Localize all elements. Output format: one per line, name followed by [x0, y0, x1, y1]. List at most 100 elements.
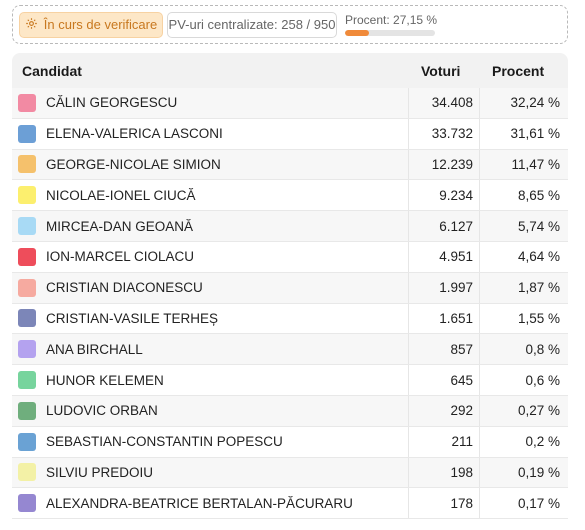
candidate-color-swatch — [18, 371, 36, 390]
candidate-name: LUDOVIC ORBAN — [46, 403, 158, 419]
table-body: CĂLIN GEORGESCU 34.408 32,24 % ELENA-VALERI… — [12, 88, 568, 520]
votes-cell: 33.732 — [409, 118, 480, 149]
verification-status-badge: În curs de verificare — [19, 11, 163, 38]
table-row[interactable]: CĂLIN GEORGESCU 34.408 32,24 % — [12, 88, 568, 119]
candidate-color-swatch — [18, 432, 36, 451]
votes-cell: 9.234 — [409, 180, 480, 211]
percent-cell: 4,64 % — [517, 249, 560, 265]
votes-cell: 857 — [409, 334, 480, 365]
percent-cell: 1,87 % — [517, 280, 560, 296]
votes-cell: 1.997 — [409, 272, 480, 303]
table-row[interactable]: GEORGE-NICOLAE SIMION 12.239 11,47 % — [12, 149, 568, 181]
percent-cell: 0,8 % — [525, 341, 560, 357]
candidate-name: SILVIU PREDOIU — [46, 464, 154, 480]
percent-cell: 32,24 % — [510, 95, 560, 111]
table-header: Candidat Voturi Procent — [12, 53, 568, 88]
table-row[interactable]: SILVIU PREDOIU 198 0,19 % — [12, 457, 568, 489]
candidate-name: ELENA-VALERICA LASCONI — [46, 126, 223, 142]
pv-count-badge: PV-uri centralizate: 258 / 950 — [167, 11, 337, 38]
progress-track — [345, 30, 435, 36]
percent-cell: 0,6 % — [525, 372, 560, 388]
table-row[interactable]: ELENA-VALERICA LASCONI 33.732 31,61 % — [12, 118, 568, 150]
candidate-name: CRISTIAN DIACONESCU — [46, 280, 203, 296]
candidate-name: NICOLAE-IONEL CIUCĂ — [46, 187, 196, 203]
candidate-cell: ELENA-VALERICA LASCONI — [12, 118, 409, 149]
candidate-cell: CRISTIAN DIACONESCU — [12, 272, 409, 303]
candidate-name: ION-MARCEL CIOLACU — [46, 249, 195, 265]
candidate-color-swatch — [18, 401, 36, 420]
percent-cell: 0,17 % — [517, 495, 560, 511]
candidate-name: GEORGE-NICOLAE SIMION — [46, 156, 221, 172]
table-row[interactable]: ION-MARCEL CIOLACU 4.951 4,64 % — [12, 241, 568, 273]
candidate-name: SEBASTIAN-CONSTANTIN POPESCU — [46, 434, 283, 450]
candidate-cell: CRISTIAN-VASILE TERHEȘ — [12, 303, 409, 334]
candidate-color-swatch — [18, 463, 36, 482]
results-table: Candidat Voturi Procent CĂLIN GEORGESCU 3… — [12, 53, 568, 530]
candidate-cell: ALEXANDRA-BEATRICE BERTALAN-PĂCURARU — [12, 488, 409, 519]
header-votes[interactable]: Voturi — [421, 62, 461, 79]
table-row[interactable]: ANA BIRCHALL 857 0,8 % — [12, 334, 568, 366]
header-percent[interactable]: Procent — [492, 62, 545, 79]
gear-icon — [25, 17, 38, 33]
percent-cell: 0,19 % — [517, 464, 560, 480]
candidate-cell: SILVIU PREDOIU — [12, 457, 409, 488]
progress-indicator: Procent: 27,15 % — [345, 13, 437, 36]
table-row[interactable]: ALEXANDRA-BEATRICE BERTALAN-PĂCURARU 178 0… — [12, 488, 568, 520]
candidate-cell: SEBASTIAN-CONSTANTIN POPESCU — [12, 426, 409, 457]
votes-cell: 178 — [409, 488, 480, 519]
percent-cell: 5,74 % — [517, 218, 560, 234]
percent-cell: 0,27 % — [517, 403, 560, 419]
votes-cell: 292 — [409, 395, 480, 426]
candidate-name: HUNOR KELEMEN — [46, 372, 164, 388]
percent-cell: 1,55 % — [517, 310, 560, 326]
votes-cell: 4.951 — [409, 241, 480, 272]
table-row[interactable]: CRISTIAN-VASILE TERHEȘ 1.651 1,55 % — [12, 303, 568, 335]
progress-fill — [345, 30, 370, 36]
votes-cell: 6.127 — [409, 211, 480, 241]
candidate-cell: LUDOVIC ORBAN — [12, 395, 409, 426]
candidate-cell: ION-MARCEL CIOLACU — [12, 241, 409, 272]
votes-cell: 12.239 — [409, 149, 480, 180]
candidate-color-swatch — [18, 278, 36, 297]
header-candidate[interactable]: Candidat — [22, 62, 82, 79]
table-row[interactable]: NICOLAE-IONEL CIUCĂ 9.234 8,65 % — [12, 180, 568, 212]
percent-cell: 8,65 % — [517, 187, 560, 203]
percent-cell: 0,2 % — [525, 434, 560, 450]
candidate-name: CĂLIN GEORGESCU — [46, 95, 178, 111]
status-bar: În curs de verificare PV-uri centralizat… — [12, 5, 568, 44]
pv-count-label: PV-uri centralizate: 258 / 950 — [168, 17, 336, 32]
candidate-color-swatch — [18, 186, 36, 205]
candidate-cell: NICOLAE-IONEL CIUCĂ — [12, 180, 409, 211]
votes-cell: 34.408 — [409, 88, 480, 118]
percent-cell: 11,47 % — [511, 156, 560, 172]
votes-cell: 645 — [409, 365, 480, 395]
table-row[interactable]: HUNOR KELEMEN 645 0,6 % — [12, 365, 568, 396]
table-row[interactable]: MIRCEA-DAN GEOANĂ 6.127 5,74 % — [12, 211, 568, 242]
candidate-color-swatch — [18, 124, 36, 143]
candidate-color-swatch — [18, 494, 36, 513]
candidate-name: MIRCEA-DAN GEOANĂ — [46, 218, 194, 234]
candidate-color-swatch — [18, 340, 36, 359]
table-row[interactable]: SEBASTIAN-CONSTANTIN POPESCU 211 0,2 % — [12, 426, 568, 458]
percent-cell: 31,61 % — [510, 126, 560, 142]
table-row[interactable]: CRISTIAN DIACONESCU 1.997 1,87 % — [12, 272, 568, 304]
table-row[interactable]: LUDOVIC ORBAN 292 0,27 % — [12, 395, 568, 427]
candidate-cell: CĂLIN GEORGESCU — [12, 88, 409, 118]
votes-cell: 198 — [409, 457, 480, 488]
candidate-cell: HUNOR KELEMEN — [12, 365, 409, 395]
candidate-color-swatch — [18, 93, 36, 112]
candidate-color-swatch — [18, 155, 36, 174]
candidate-name: ALEXANDRA-BEATRICE BERTALAN-PĂCURARU — [46, 495, 353, 511]
votes-cell: 1.651 — [409, 303, 480, 334]
candidate-cell: GEORGE-NICOLAE SIMION — [12, 149, 409, 180]
verification-status-label: În curs de verificare — [43, 17, 158, 32]
candidate-color-swatch — [18, 309, 36, 328]
candidate-cell: ANA BIRCHALL — [12, 334, 409, 365]
candidate-color-swatch — [18, 217, 36, 236]
candidate-color-swatch — [18, 247, 36, 266]
candidate-name: ANA BIRCHALL — [46, 341, 143, 357]
candidate-name: CRISTIAN-VASILE TERHEȘ — [46, 310, 219, 326]
progress-label: Procent: 27,15 % — [345, 13, 438, 27]
candidate-cell: MIRCEA-DAN GEOANĂ — [12, 211, 409, 241]
votes-cell: 211 — [409, 426, 480, 457]
